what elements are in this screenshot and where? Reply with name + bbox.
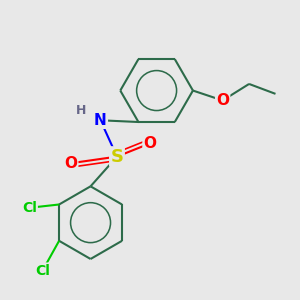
Text: Cl: Cl	[22, 201, 37, 215]
Text: O: O	[216, 93, 229, 108]
Text: O: O	[64, 156, 77, 171]
Text: H: H	[76, 104, 86, 117]
Text: O: O	[143, 136, 157, 151]
Text: Cl: Cl	[35, 263, 50, 278]
Text: S: S	[110, 148, 124, 166]
Text: N: N	[94, 113, 107, 128]
